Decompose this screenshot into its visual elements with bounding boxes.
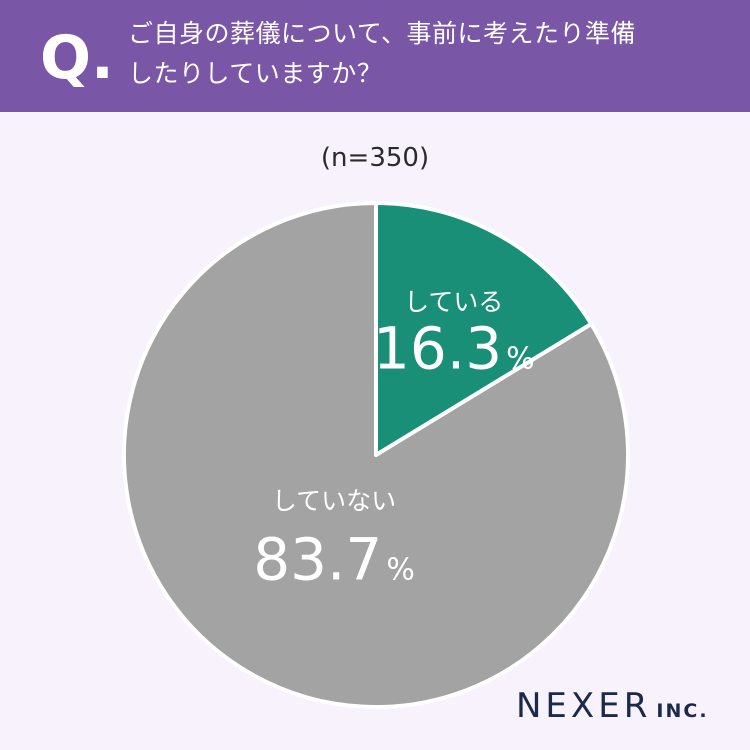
sample-size: (n=350) [320, 143, 430, 173]
question-text: ご自身の葬儀について、事前に考えたり準備 したりしていますか？ [128, 14, 728, 94]
pie-slice-1 [374, 201, 594, 457]
brand-name: NEXER [516, 686, 652, 726]
slice-label-2: していない [272, 487, 396, 516]
brand-suffix: INC. [656, 700, 709, 722]
q-mark: Q. [40, 23, 114, 93]
question-line-1: ご自身の葬儀について、事前に考えたり準備 [128, 19, 637, 48]
pie-slice-2 [122, 201, 630, 709]
slice-label-1: している [404, 288, 503, 317]
question-line-2: したりしていますか？ [128, 59, 383, 88]
slice-value-1: 16.3% [373, 315, 535, 383]
question-header: Q. ご自身の葬儀について、事前に考えたり準備 したりしていますか？ [0, 0, 750, 112]
slice-value-2: 83.7% [253, 526, 415, 594]
nexer-logo: NEXER INC. [516, 686, 709, 726]
